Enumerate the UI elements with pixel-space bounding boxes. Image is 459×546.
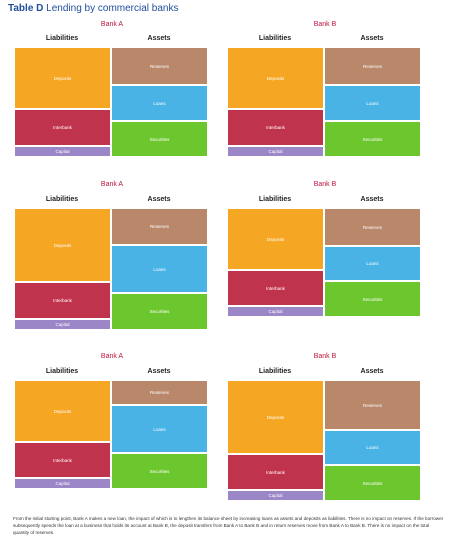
bank-a-title: Bank A — [100, 353, 124, 360]
securities-block: Securities — [324, 281, 421, 317]
liabilities-heading: Liabilities — [258, 196, 292, 203]
loans-block: Loans — [111, 245, 208, 293]
reserves-block: Reserves — [324, 47, 421, 85]
liabilities-heading: Liabilities — [45, 368, 79, 375]
liabilities-heading: Liabilities — [45, 196, 79, 203]
bank-b-title: Bank B — [313, 181, 337, 188]
assets-heading: Assets — [147, 196, 171, 203]
securities-block: Securities — [324, 465, 421, 501]
interbank-block: Interbank — [14, 282, 111, 319]
capital-block: Capital — [227, 306, 324, 317]
capital-block: Capital — [227, 146, 324, 157]
deposits-block: Deposits — [14, 380, 111, 442]
liabilities-heading: Liabilities — [45, 35, 79, 42]
interbank-block: Interbank — [14, 109, 111, 146]
figure-caption: From the initial starting point, Bank A … — [13, 516, 444, 535]
liabilities-heading: Liabilities — [258, 35, 292, 42]
loans-block: Loans — [111, 85, 208, 121]
reserves-block: Reserves — [324, 380, 421, 430]
figure-title-text: Lending by commercial banks — [46, 3, 179, 14]
securities-block: Securities — [111, 121, 208, 157]
interbank-block: Interbank — [14, 442, 111, 478]
deposits-block: Deposits — [227, 47, 324, 109]
assets-heading: Assets — [360, 368, 384, 375]
interbank-block: Interbank — [227, 454, 324, 490]
reserves-block: Reserves — [111, 380, 208, 405]
assets-heading: Assets — [147, 35, 171, 42]
interbank-block: Interbank — [227, 109, 324, 146]
reserves-block: Reserves — [111, 47, 208, 85]
loans-block: Loans — [324, 85, 421, 121]
figure-title: Table D Lending by commercial banks — [8, 3, 178, 14]
capital-block: Capital — [227, 490, 324, 501]
bank-a-title: Bank A — [100, 181, 124, 188]
capital-block: Capital — [14, 146, 111, 157]
assets-heading: Assets — [147, 368, 171, 375]
liabilities-heading: Liabilities — [258, 368, 292, 375]
capital-block: Capital — [14, 478, 111, 489]
loans-block: Loans — [111, 405, 208, 453]
deposits-block: Deposits — [14, 208, 111, 282]
assets-heading: Assets — [360, 35, 384, 42]
assets-heading: Assets — [360, 196, 384, 203]
capital-block: Capital — [14, 319, 111, 330]
bank-b-title: Bank B — [313, 21, 337, 28]
reserves-block: Reserves — [111, 208, 208, 245]
figure-label: Table D — [8, 3, 44, 14]
securities-block: Securities — [111, 453, 208, 489]
deposits-block: Deposits — [227, 208, 324, 270]
loans-block: Loans — [324, 246, 421, 281]
deposits-block: Deposits — [14, 47, 111, 109]
interbank-block: Interbank — [227, 270, 324, 306]
securities-block: Securities — [111, 293, 208, 330]
bank-a-title: Bank A — [100, 21, 124, 28]
deposits-block: Deposits — [227, 380, 324, 454]
loans-block: Loans — [324, 430, 421, 465]
bank-b-title: Bank B — [313, 353, 337, 360]
reserves-block: Reserves — [324, 208, 421, 246]
securities-block: Securities — [324, 121, 421, 157]
